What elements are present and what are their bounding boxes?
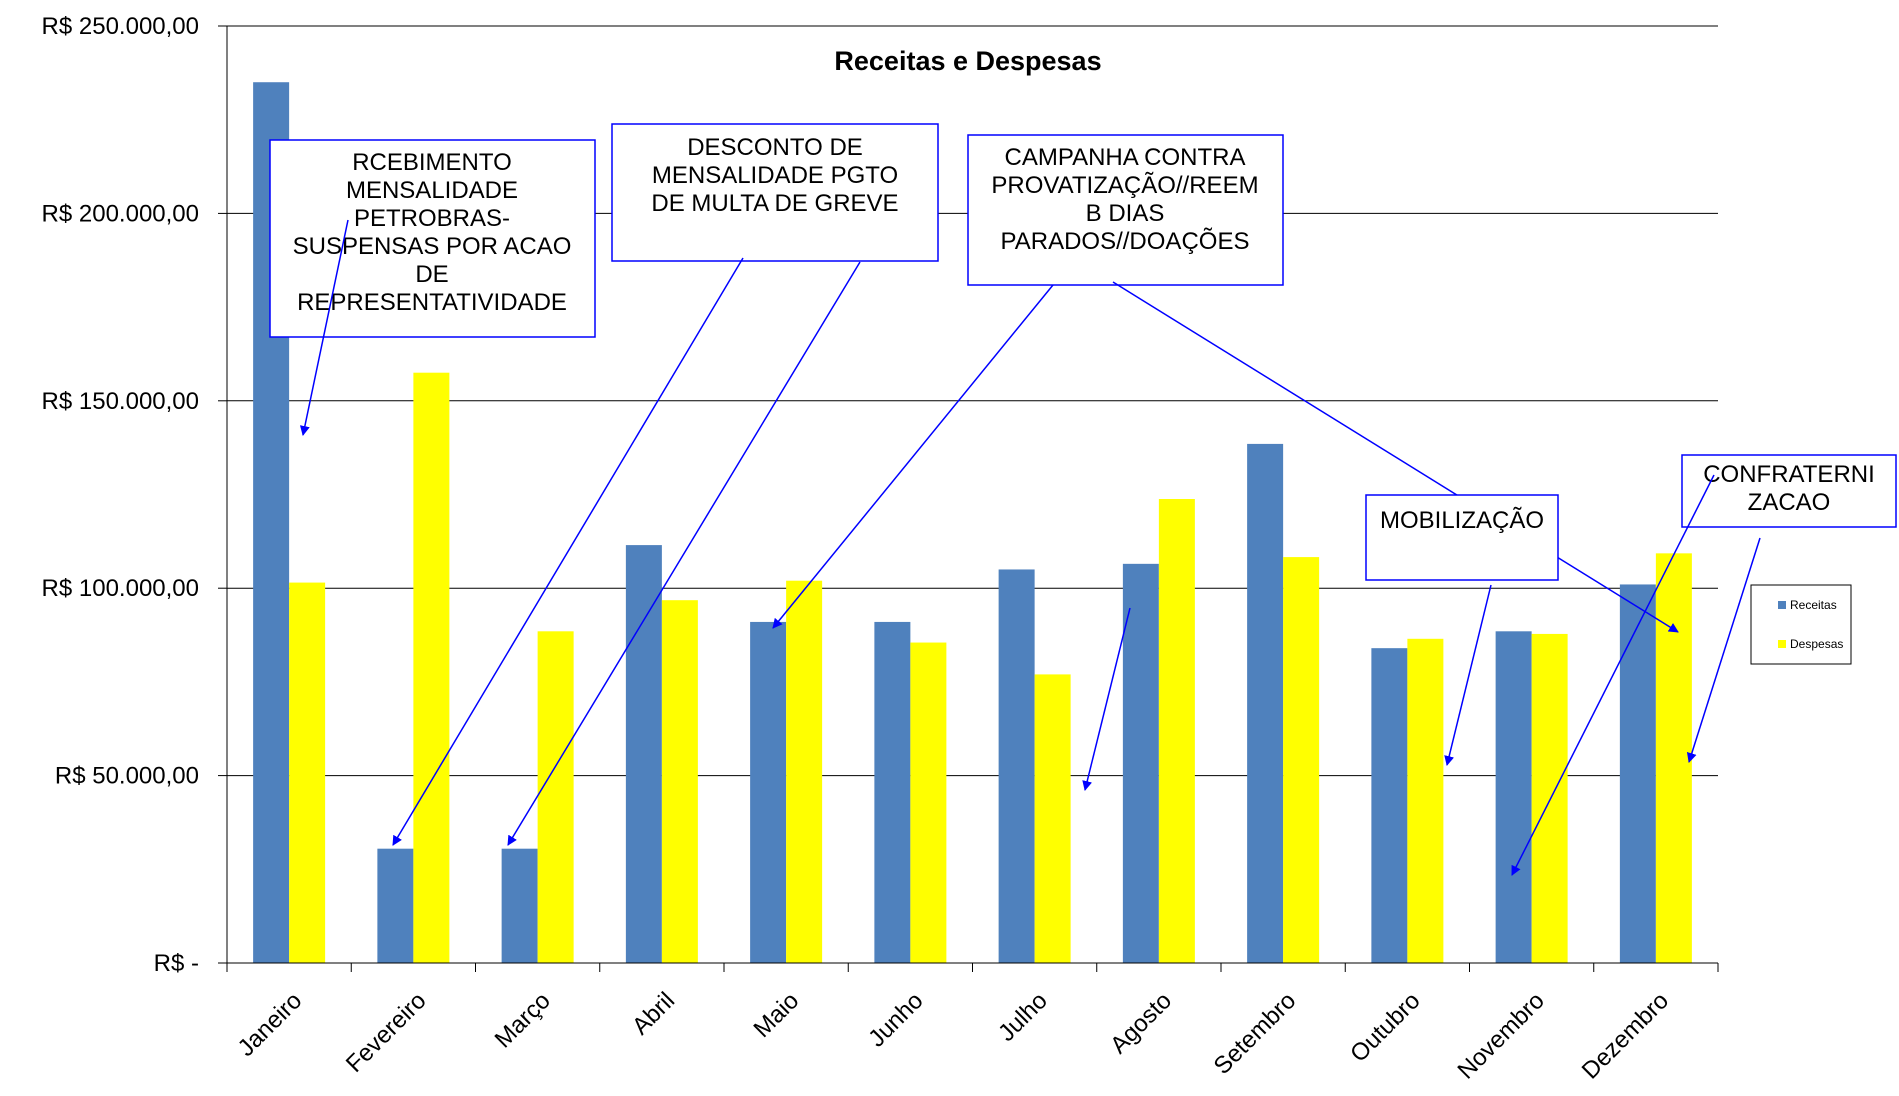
bar-despesas-março [537, 631, 574, 963]
y-tick-label: R$ - [154, 950, 199, 977]
bar-despesas-junho [910, 642, 947, 963]
x-tick-label: Julho [993, 987, 1053, 1047]
annotation-text: CAMPANHA CONTRA [1005, 144, 1246, 171]
x-tick-label: Novembro [1452, 987, 1549, 1084]
y-tick-label: R$ 50.000,00 [55, 763, 199, 790]
x-tick-label: Dezembro [1577, 987, 1674, 1084]
bar-despesas-outubro [1407, 638, 1444, 963]
bar-receitas-fevereiro [377, 848, 414, 963]
annotation-box [1365, 494, 1559, 581]
y-tick-label: R$ 250.000,00 [42, 13, 199, 40]
legend-label-receitas: Receitas [1790, 598, 1837, 612]
bar-receitas-maio [750, 621, 787, 963]
annotation-arrow [507, 261, 861, 846]
bar-despesas-julho [1034, 674, 1071, 963]
annotations: RCEBIMENTOMENSALIDADEPETROBRAS-SUSPENSAS… [269, 123, 1897, 876]
y-tick-label: R$ 150.000,00 [42, 388, 199, 415]
bar-despesas-dezembro [1655, 553, 1692, 963]
bar-receitas-dezembro [1619, 584, 1656, 963]
annotation-4: MOBILIZAÇÃO [1082, 494, 1559, 791]
annotation-text: DESCONTO DE [687, 134, 863, 161]
annotation-text: DE [415, 261, 448, 288]
bar-receitas-março [501, 848, 538, 963]
bar-despesas-agosto [1158, 498, 1195, 963]
bar-receitas-abril [625, 545, 662, 963]
annotation-1: RCEBIMENTOMENSALIDADEPETROBRAS-SUSPENSAS… [269, 139, 596, 436]
bar-receitas-julho [998, 569, 1035, 963]
bar-receitas-setembro [1247, 443, 1284, 964]
legend-swatch-receitas [1778, 601, 1786, 609]
x-tick-label: Abril [627, 987, 680, 1040]
x-tick-label: Janeiro [233, 987, 308, 1062]
y-tick-label: R$ 100.000,00 [42, 575, 199, 602]
x-tick-label: Maio [748, 987, 804, 1043]
annotation-arrow [772, 284, 1054, 629]
annotation-text: ZACAO [1748, 489, 1831, 516]
bar-receitas-outubro [1371, 648, 1408, 963]
annotation-text: MENSALIDADE [346, 177, 518, 204]
annotation-text: PETROBRAS- [354, 205, 510, 232]
x-tick-label: Agosto [1105, 987, 1177, 1059]
annotation-text: B DIAS [1086, 200, 1165, 227]
x-tick-label: Outubro [1345, 987, 1425, 1067]
bar-despesas-abril [661, 600, 698, 963]
x-tick-label: Junho [863, 987, 928, 1052]
chart-title: Receitas e Despesas [834, 46, 1101, 76]
annotation-text: PROVATIZAÇÃO//REEM [991, 172, 1258, 199]
bar-despesas-setembro [1283, 557, 1320, 963]
legend: Receitas Despesas [1750, 584, 1852, 665]
annotation-arrow [1511, 474, 1715, 876]
x-tick-label: Março [490, 987, 556, 1053]
annotation-box [967, 134, 1284, 286]
legend-label-despesas: Despesas [1790, 637, 1843, 651]
bar-despesas-maio [786, 580, 823, 963]
bar-receitas-agosto [1122, 563, 1159, 963]
bars [253, 82, 1692, 964]
annotation-text: CONFRATERNI [1703, 461, 1875, 488]
bar-despesas-janeiro [289, 582, 326, 963]
annotation-arrow [1082, 607, 1131, 791]
annotation-box [611, 123, 939, 262]
bar-receitas-novembro [1495, 631, 1532, 963]
annotation-arrow [299, 219, 349, 436]
annotation-text: RCEBIMENTO [352, 149, 512, 176]
x-tick-label: Setembro [1209, 987, 1302, 1080]
annotation-arrow [1444, 584, 1492, 766]
annotation-text: MOBILIZAÇÃO [1380, 507, 1544, 534]
y-tick-label: R$ 200.000,00 [42, 200, 199, 227]
legend-box [1750, 584, 1852, 665]
annotation-box [269, 139, 596, 338]
annotation-box [1681, 454, 1897, 528]
annotation-arrow [1686, 537, 1761, 763]
annotation-text: DE MULTA DE GREVE [651, 190, 898, 217]
legend-swatch-despesas [1778, 640, 1786, 648]
x-tick-label: Fevereiro [341, 987, 432, 1078]
annotation-text: MENSALIDADE PGTO [652, 162, 898, 189]
annotation-text: SUSPENSAS POR ACAO [293, 233, 572, 260]
bar-despesas-fevereiro [413, 372, 450, 963]
annotation-text: REPRESENTATIVIDADE [297, 289, 567, 316]
annotation-text: PARADOS//DOAÇÕES [1001, 227, 1250, 255]
annotation-arrow [392, 257, 744, 846]
bar-despesas-novembro [1531, 633, 1568, 963]
bar-receitas-junho [874, 621, 911, 963]
annotation-arrow [1112, 281, 1679, 633]
